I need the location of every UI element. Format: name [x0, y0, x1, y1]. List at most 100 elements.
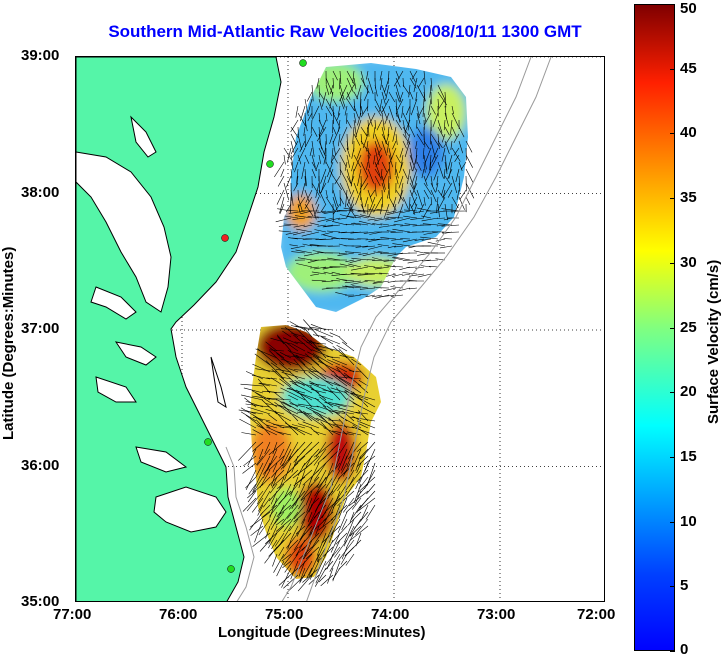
velocity-vector	[304, 196, 313, 209]
velocity-vector	[289, 403, 306, 408]
velocity-vector	[388, 91, 396, 103]
velocity-vector	[367, 168, 374, 184]
velocity-vector	[297, 203, 301, 214]
velocity-vector	[257, 378, 271, 394]
velocity-vector	[345, 285, 362, 289]
velocity-vector	[312, 353, 334, 366]
velocity-vector	[264, 546, 278, 564]
velocity-vector	[298, 147, 306, 162]
velocity-vector	[279, 426, 292, 429]
velocity-vector	[337, 407, 362, 415]
velocity-vector	[429, 266, 439, 268]
velocity-vector	[283, 546, 299, 566]
velocity-vector	[266, 426, 285, 436]
velocity-vector	[314, 567, 327, 587]
velocity-vector	[275, 398, 292, 408]
velocity-vector	[331, 441, 341, 451]
velocity-vector	[417, 252, 432, 256]
velocity-vector	[311, 154, 316, 168]
velocity-vector	[314, 329, 334, 338]
velocity-vector	[272, 441, 278, 455]
velocity-vector	[280, 168, 285, 178]
velocity-vector	[265, 403, 285, 408]
velocity-vector	[286, 175, 292, 188]
velocity-vector	[316, 532, 327, 556]
velocity-vector	[357, 476, 376, 493]
velocity-vector	[413, 175, 418, 190]
velocity-vector	[360, 105, 369, 118]
velocity-vector	[399, 91, 404, 101]
velocity-vector	[317, 412, 334, 429]
velocity-vector	[243, 455, 257, 467]
velocity-vector	[313, 441, 334, 458]
velocity-vector	[346, 147, 351, 158]
velocity-vector	[465, 140, 473, 153]
velocity-vector	[458, 196, 465, 210]
velocity-vector	[284, 422, 306, 436]
velocity-vector	[346, 154, 350, 168]
velocity-vector	[444, 91, 447, 108]
velocity-vector	[380, 168, 383, 181]
velocity-vector	[365, 294, 376, 298]
velocity-vector	[437, 119, 443, 133]
velocity-vector	[335, 387, 348, 401]
velocity-vector	[355, 365, 369, 380]
colorbar-tick-label: 30	[680, 253, 697, 271]
velocity-vector	[318, 140, 326, 156]
velocity-vector	[387, 189, 390, 199]
velocity-vector	[339, 154, 347, 168]
velocity-vector	[367, 147, 370, 159]
velocity-vector	[332, 105, 334, 124]
velocity-vector	[358, 497, 376, 511]
velocity-vector	[459, 189, 467, 200]
velocity-vector	[381, 182, 386, 193]
velocity-vector	[299, 560, 313, 584]
velocity-vector	[339, 161, 341, 176]
velocity-vector	[330, 504, 348, 521]
velocity-vector	[284, 420, 299, 436]
velocity-vector	[347, 511, 362, 526]
velocity-vector	[409, 182, 418, 196]
velocity-vector	[329, 133, 334, 145]
velocity-vector	[345, 84, 355, 100]
velocity-vector	[317, 497, 327, 519]
velocity-vector	[318, 189, 326, 205]
velocity-vector	[342, 410, 355, 422]
velocity-vector	[402, 126, 410, 136]
velocity-vector	[287, 147, 292, 163]
velocity-vector	[337, 217, 348, 220]
velocity-vector	[266, 424, 278, 429]
velocity-vector	[315, 560, 327, 584]
velocity-vector	[441, 147, 446, 162]
velocity-vector	[388, 175, 390, 189]
velocity-vector	[416, 112, 421, 125]
velocity-vector	[257, 490, 271, 512]
velocity-vector	[423, 112, 427, 123]
velocity-vector	[397, 98, 404, 111]
velocity-vector	[264, 525, 285, 545]
velocity-vector	[398, 175, 404, 189]
velocity-vector	[430, 182, 436, 193]
velocity-vector	[291, 497, 299, 509]
velocity-vector	[307, 216, 320, 219]
velocity-vector	[302, 539, 320, 560]
velocity-vector	[332, 112, 340, 127]
velocity-vector	[381, 140, 387, 156]
velocity-vector	[355, 476, 362, 490]
velocity-vector	[348, 469, 355, 480]
velocity-vector	[423, 154, 427, 170]
velocity-vector	[395, 70, 400, 80]
velocity-vector	[307, 476, 313, 489]
velocity-vector	[292, 237, 306, 240]
velocity-vector	[252, 414, 271, 429]
velocity-vector	[292, 490, 299, 502]
velocity-vector	[373, 154, 376, 165]
velocity-vector	[461, 161, 467, 170]
velocity-vector	[269, 349, 285, 352]
velocity-vector	[402, 119, 407, 138]
velocity-vector	[324, 140, 327, 155]
velocity-vector	[323, 154, 327, 165]
velocity-vector	[429, 154, 432, 171]
velocity-vector	[366, 483, 376, 495]
velocity-vector	[320, 336, 341, 345]
